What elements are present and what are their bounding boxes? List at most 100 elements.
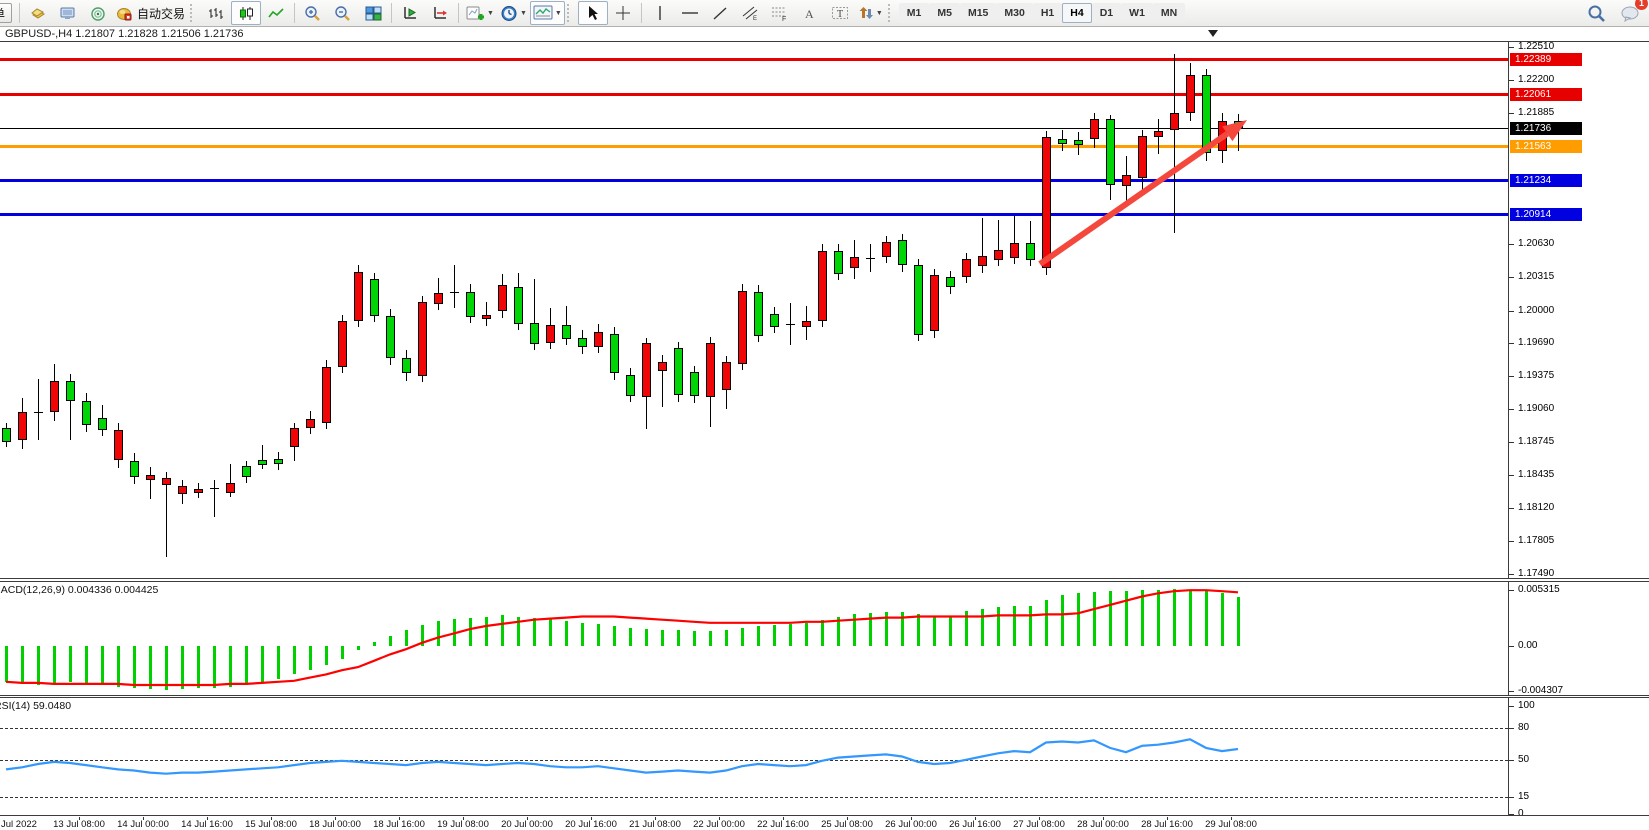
zoom-out-icon[interactable] — [328, 1, 358, 25]
time-label: Jul 2022 — [1, 819, 37, 830]
macd-histogram-bar — [85, 646, 88, 684]
trend-arrow[interactable] — [0, 42, 1508, 578]
candle-body — [706, 343, 715, 397]
period-clock-icon[interactable]: ▼ — [497, 1, 530, 25]
rsi-pane[interactable]: RSI(14) 59.0480 — [0, 698, 1508, 815]
candle-body — [1138, 136, 1147, 179]
horizontal-line-icon[interactable] — [675, 1, 705, 25]
macd-histogram-bar — [757, 626, 760, 646]
new-order-button[interactable]: 订单 — [0, 3, 13, 23]
text-icon[interactable]: A — [795, 1, 825, 25]
macd-axis-tick — [1509, 590, 1514, 591]
chevron-down-icon: ▼ — [875, 9, 883, 17]
time-label: 20 Jul 00:00 — [501, 819, 553, 830]
auto-scroll-icon[interactable] — [395, 1, 425, 25]
candle-body — [530, 323, 539, 345]
vertical-line-icon[interactable] — [645, 1, 675, 25]
fibonacci-icon[interactable]: F — [765, 1, 795, 25]
timeframe-button-m30[interactable]: M30 — [996, 3, 1033, 23]
macd-histogram-bar — [469, 617, 472, 646]
level-line-1.21234 — [0, 179, 1508, 183]
terminal-icon[interactable] — [53, 1, 83, 25]
time-label: 29 Jul 08:00 — [1205, 819, 1257, 830]
broadcast-icon[interactable] — [83, 1, 113, 25]
candlestick-icon[interactable] — [231, 1, 262, 25]
line-chart-icon[interactable] — [261, 1, 291, 25]
pane-splitter[interactable] — [0, 695, 1649, 698]
timeframe-button-m1[interactable]: M1 — [898, 3, 930, 23]
chart-shift-icon[interactable] — [425, 1, 455, 25]
timeframe-button-mn[interactable]: MN — [1152, 3, 1186, 23]
time-tick — [591, 817, 592, 820]
candle-wick — [998, 220, 999, 267]
timeframe-button-h4[interactable]: H4 — [1062, 3, 1092, 23]
candle-body — [1170, 113, 1179, 130]
level-line-1.21563 — [0, 144, 1508, 148]
autotrade-label: 自动交易 — [137, 6, 186, 21]
pane-splitter[interactable] — [0, 578, 1649, 582]
candle-body — [818, 250, 827, 321]
zoom-in-icon[interactable] — [298, 1, 328, 25]
candle-doji — [450, 291, 459, 293]
chat-icon[interactable]: 1 — [1615, 0, 1648, 25]
macd-histogram-bar — [37, 646, 40, 685]
gold-bar-icon[interactable] — [23, 1, 53, 25]
svg-text:F: F — [782, 16, 786, 21]
price-axis[interactable]: 1.22510 1.22200 1.21885 1.20630 1.20315 1.200… — [1508, 41, 1649, 819]
timeframe-button-m5[interactable]: M5 — [929, 3, 960, 23]
bar-chart-icon[interactable] — [201, 1, 231, 25]
macd-histogram-bar — [69, 646, 72, 682]
timeframe-button-d1[interactable]: D1 — [1091, 3, 1122, 23]
candle-wick — [662, 354, 663, 408]
macd-histogram-bar — [1077, 593, 1080, 646]
macd-histogram-bar — [1221, 593, 1224, 646]
macd-pane[interactable]: MACD(12,26,9) 0.004336 0.004425 — [0, 582, 1508, 695]
macd-axis-label: -0.004307 — [1518, 685, 1564, 697]
price-chart-pane[interactable] — [0, 42, 1508, 578]
macd-histogram-bar — [1045, 599, 1048, 646]
price-tag-1.22389: 1.22389 — [1510, 53, 1582, 67]
candle-body — [1010, 243, 1019, 258]
macd-histogram-bar — [725, 630, 728, 646]
candle-body — [562, 325, 571, 339]
tile-windows-icon[interactable] — [358, 1, 388, 25]
crosshair-icon[interactable] — [608, 1, 638, 25]
arrows-icon[interactable]: ▼ — [855, 1, 886, 25]
candle-body — [914, 265, 923, 335]
chart-shift-marker[interactable] — [1208, 30, 1218, 37]
search-icon[interactable] — [1581, 1, 1611, 25]
candle-body — [994, 249, 1003, 261]
candle-body — [178, 485, 187, 495]
autotrade-button[interactable]: 自动交易 — [113, 2, 188, 24]
label-icon[interactable]: T — [825, 1, 855, 25]
time-label: 18 Jul 00:00 — [309, 819, 361, 830]
timeframe-button-h1[interactable]: H1 — [1032, 3, 1063, 23]
candle-body — [386, 315, 395, 358]
time-axis[interactable]: Jul 2022 13 Jul 08:00 14 Jul 00:00 14 Jul 1… — [0, 817, 1649, 830]
macd-histogram-bar — [661, 630, 664, 646]
candle-body — [658, 361, 667, 372]
candle-body — [674, 348, 683, 396]
candle-wick — [870, 244, 871, 272]
macd-histogram-bar — [389, 635, 392, 646]
new-chart-icon[interactable]: ▼ — [462, 1, 497, 25]
candle-body — [290, 428, 299, 447]
template-icon[interactable]: ▼ — [529, 1, 565, 25]
trendline-icon[interactable] — [705, 1, 735, 25]
time-tick — [399, 817, 400, 820]
candle-body — [834, 250, 843, 274]
macd-histogram-bar — [741, 628, 744, 646]
price-tag-1.21234: 1.21234 — [1510, 174, 1582, 188]
macd-histogram-bar — [405, 630, 408, 646]
price-tick-label: 1.19375 — [1518, 370, 1555, 382]
time-tick — [79, 817, 80, 820]
chevron-down-icon: ▼ — [554, 9, 562, 17]
candle-body — [162, 478, 171, 485]
timeframe-button-m15[interactable]: M15 — [959, 3, 997, 23]
cursor-icon[interactable] — [577, 1, 608, 25]
macd-histogram-bar — [805, 622, 808, 646]
price-tick — [1509, 343, 1514, 344]
candle-wick — [70, 373, 71, 440]
channel-icon[interactable]: E — [735, 1, 765, 25]
timeframe-button-w1[interactable]: W1 — [1121, 3, 1153, 23]
